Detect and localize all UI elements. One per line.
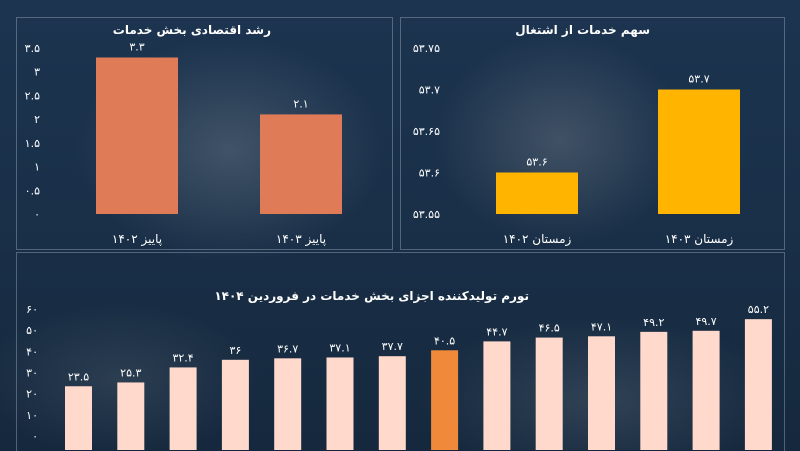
- bar: [588, 336, 615, 450]
- value-label: ۳۷.۷: [382, 340, 403, 353]
- inflation-chart-title: تورم تولیدکننده اجزای بخش خدمات در فرورد…: [214, 289, 529, 303]
- bar: [378, 356, 406, 450]
- bar: [260, 114, 342, 214]
- value-label: ۲۵.۳: [120, 366, 141, 379]
- value-label: ۳۲.۴: [172, 351, 193, 364]
- y-tick-label: ۰: [34, 208, 40, 221]
- y-tick-label: ۵۳.۷۵: [413, 42, 440, 55]
- y-tick-label: ۱: [34, 161, 40, 174]
- category-label: زمستان ۱۴۰۲: [503, 232, 572, 247]
- category-label: پاییز ۱۴۰۲: [112, 232, 162, 247]
- y-tick-label: ۵۳.۶: [419, 167, 440, 180]
- value-label: ۳.۳: [129, 40, 144, 53]
- y-tick-label: ۲.۵: [25, 89, 40, 102]
- value-label: ۴۴.۷: [486, 325, 507, 338]
- bar: [169, 367, 197, 450]
- y-tick-label: ۱۰: [26, 409, 38, 422]
- bar: [640, 331, 668, 450]
- y-tick-label: ۰: [32, 430, 38, 443]
- bar: [221, 359, 249, 450]
- y-tick-label: ۵۳.۷: [419, 84, 440, 97]
- bar: [658, 89, 740, 214]
- value-label: ۴۷.۱: [591, 320, 612, 333]
- bar: [274, 358, 302, 450]
- value-label: ۵۳.۷: [688, 73, 709, 86]
- y-tick-label: ۳۰: [26, 367, 38, 380]
- value-label: ۳۶.۷: [277, 342, 298, 355]
- bar: [96, 57, 178, 214]
- inflation-chart-panel: [16, 252, 785, 451]
- y-tick-label: ۵۳.۶۵: [413, 125, 440, 138]
- bar: [483, 341, 511, 450]
- y-tick-label: ۲: [34, 113, 40, 126]
- growth-chart-title: رشد اقتصادی بخش خدمات: [112, 23, 271, 37]
- y-tick-label: ۳: [34, 66, 40, 79]
- y-tick-label: ۵۰: [26, 324, 38, 337]
- value-label: ۴۹.۷: [695, 315, 716, 328]
- y-tick-label: ۵۳.۵۵: [413, 208, 440, 221]
- bar: [535, 337, 563, 450]
- category-label: زمستان ۱۴۰۳: [665, 232, 734, 247]
- value-label: ۳۶: [229, 344, 241, 357]
- bar: [326, 357, 354, 450]
- bar: [431, 350, 459, 450]
- employment-chart-title: سهم خدمات از اشتغال: [515, 23, 650, 37]
- value-label: ۵۳.۶: [526, 156, 547, 169]
- value-label: ۲.۱: [293, 97, 308, 110]
- bar: [496, 172, 578, 214]
- bar: [65, 386, 92, 450]
- value-label: ۳۷.۱: [329, 341, 350, 354]
- value-label: ۴۶.۵: [539, 322, 560, 335]
- value-label: ۵۵.۲: [748, 303, 769, 316]
- y-tick-label: ۶۰: [26, 303, 38, 316]
- y-tick-label: ۱.۵: [25, 137, 40, 150]
- bar: [117, 382, 145, 450]
- growth-chart-panel: [16, 17, 393, 250]
- y-tick-label: ۴۰: [26, 345, 38, 358]
- bar: [692, 330, 720, 450]
- value-label: ۲۳.۵: [68, 370, 89, 383]
- value-label: ۴۹.۲: [643, 316, 664, 329]
- employment-chart-panel: [400, 17, 785, 250]
- category-label: پاییز ۱۴۰۳: [276, 232, 326, 247]
- value-label: ۴۰.۵: [434, 334, 455, 347]
- y-tick-label: ۰.۵: [25, 184, 40, 197]
- bar: [744, 319, 772, 450]
- y-tick-label: ۳.۵: [25, 42, 40, 55]
- y-tick-label: ۲۰: [26, 388, 38, 401]
